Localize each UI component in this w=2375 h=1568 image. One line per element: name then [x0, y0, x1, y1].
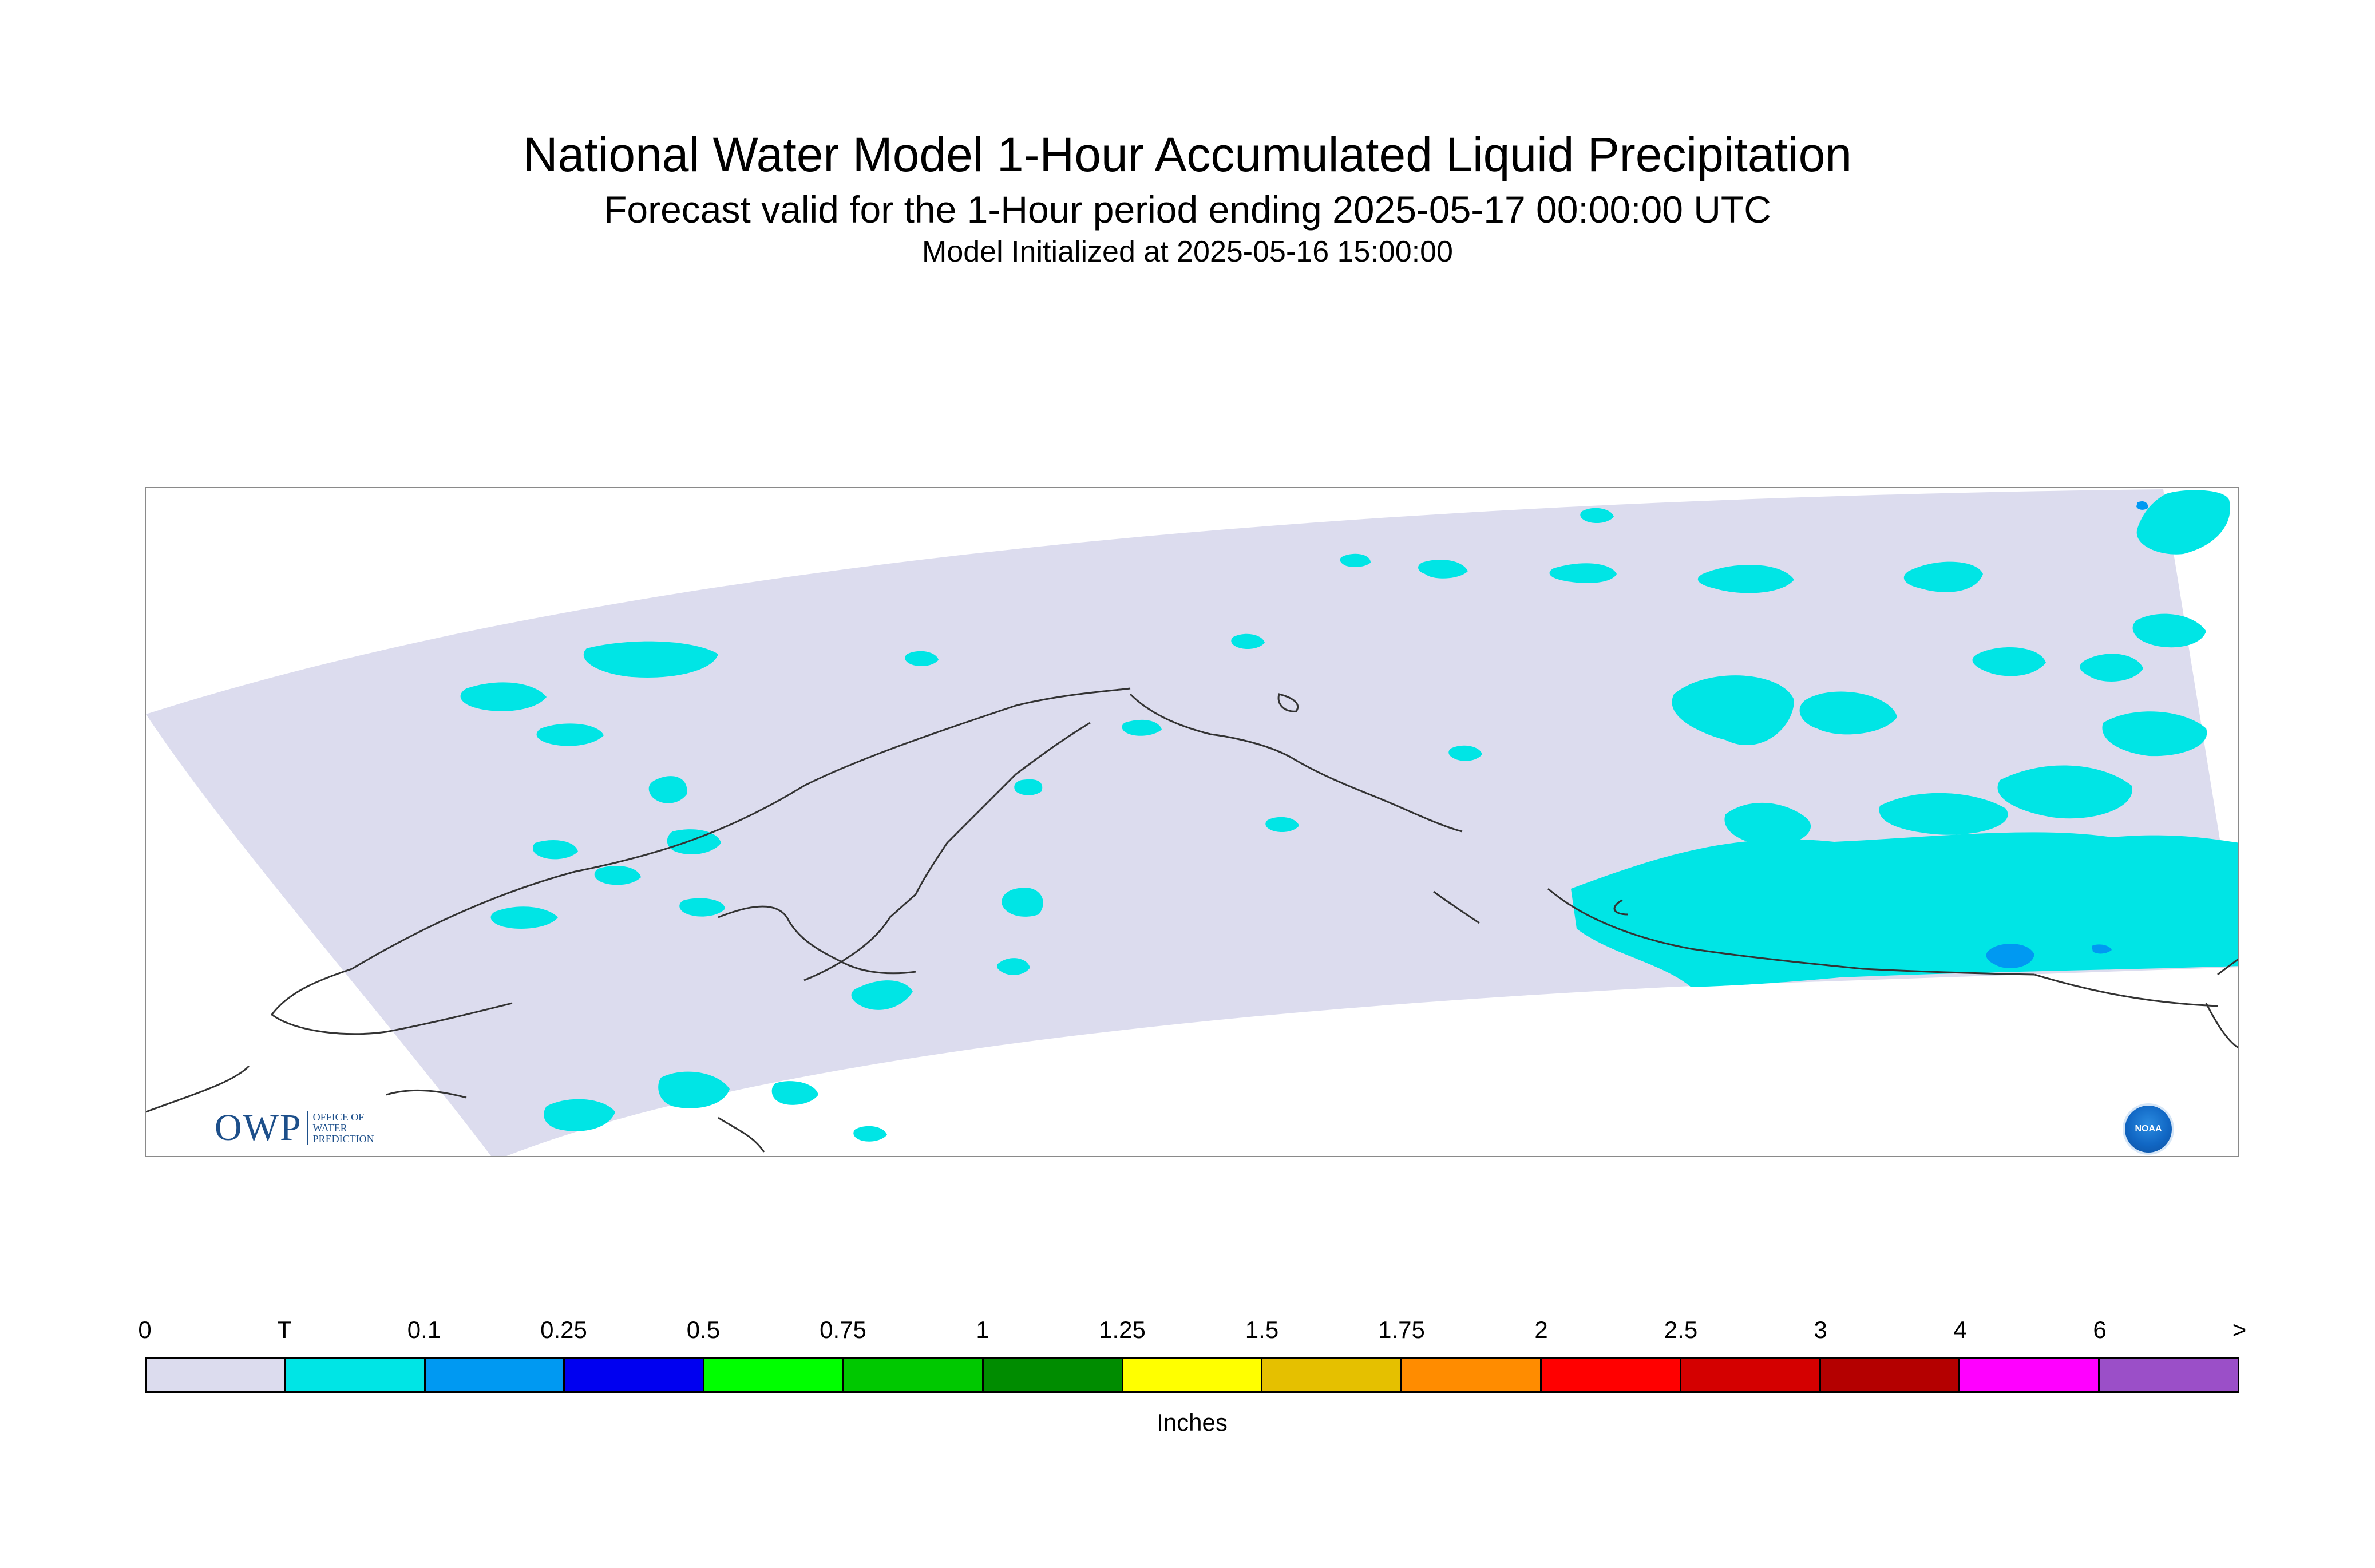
legend-tick-label: T [277, 1316, 292, 1343]
legend-tick-label: 1 [976, 1316, 989, 1343]
legend-tick-label: 0.25 [540, 1316, 587, 1343]
legend-tick-label: > [2232, 1316, 2247, 1343]
owp-logo-caption: OFFICE OF WATER PREDICTION [312, 1111, 374, 1145]
legend-tick-label: 4 [1953, 1316, 1967, 1343]
legend-color-bar [145, 1357, 2239, 1393]
map-subtitle: Forecast valid for the 1-Hour period end… [604, 188, 1771, 231]
legend-tick-label: 1.5 [1245, 1316, 1279, 1343]
color-legend: 0 T 0.1 0.25 0.5 0.75 1 1.25 1.5 1.75 2 2.5 3 4 6 > Inc… [138, 1316, 2246, 1442]
precipitation-map: OWP OFFICE OF WATER PREDICTION NOAA [145, 487, 2239, 1157]
legend-swatch [844, 1359, 984, 1391]
legend-swatch [425, 1359, 565, 1391]
legend-swatch [1960, 1359, 2100, 1391]
legend-swatch [1681, 1359, 1821, 1391]
coastline [146, 687, 2238, 1153]
noaa-logo-text: NOAA [2135, 1124, 2162, 1134]
legend-swatch [1541, 1359, 1681, 1391]
owp-logo-letters: OWP [215, 1107, 302, 1149]
legend-tick-label: 0.5 [686, 1316, 721, 1343]
owp-caption-line: WATER [312, 1122, 347, 1134]
legend-swatch [286, 1359, 426, 1391]
owp-logo: OWP OFFICE OF WATER PREDICTION [215, 1107, 374, 1149]
legend-swatch [565, 1359, 705, 1391]
legend-swatch [147, 1359, 286, 1391]
legend-swatch [1402, 1359, 1542, 1391]
legend-tick-label: 6 [2093, 1316, 2107, 1343]
legend-units: Inches [1157, 1409, 1228, 1436]
legend-tick-label: 2.5 [1664, 1316, 1698, 1343]
legend-swatch [1123, 1359, 1263, 1391]
legend-tick-label: 0 [138, 1316, 152, 1343]
owp-caption-line: PREDICTION [312, 1133, 374, 1145]
map-title: National Water Model 1-Hour Accumulated … [522, 128, 1852, 181]
legend-swatch [1262, 1359, 1403, 1391]
owp-caption-line: OFFICE OF [312, 1111, 365, 1123]
legend-swatch [704, 1359, 844, 1391]
legend-swatch [1820, 1359, 1961, 1391]
model-initialized-line: Model Initialized at 2025-05-16 15:00:00 [922, 235, 1453, 268]
legend-tick-label: 0.75 [820, 1316, 866, 1343]
legend-tick-label: 1.75 [1378, 1316, 1425, 1343]
noaa-logo: NOAA [2125, 1106, 2172, 1153]
legend-tick-label: 2 [1534, 1316, 1548, 1343]
light-rain-areas [1986, 501, 2148, 968]
legend-swatch [2100, 1359, 2238, 1391]
trace-precip-areas [460, 490, 2238, 1142]
owp-logo-divider [306, 1111, 308, 1145]
legend-tick-label: 3 [1814, 1316, 1827, 1343]
legend-swatch [983, 1359, 1123, 1391]
legend-tick-label: 1.25 [1099, 1316, 1146, 1343]
legend-tick-label: 0.1 [407, 1316, 441, 1343]
